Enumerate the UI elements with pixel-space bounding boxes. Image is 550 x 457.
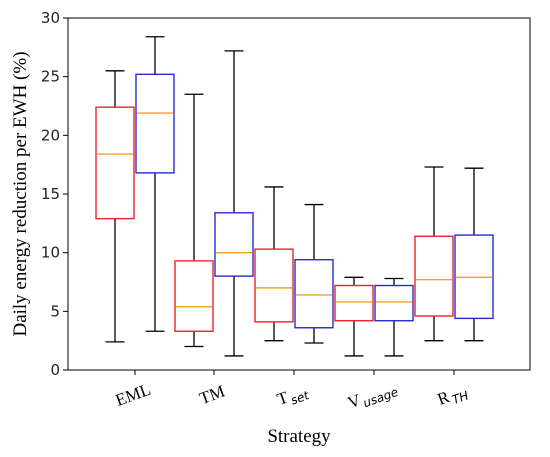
y-axis-title: Daily energy reduction per EWH (%) [10,51,31,336]
x-tick-label: TM [197,382,227,409]
y-tick-label: 15 [41,185,60,203]
box-iqr [334,284,374,322]
x-tick-label-subscript: set [289,388,312,408]
y-tick-label: 0 [50,361,60,379]
x-tick-label: EML [113,380,153,410]
box-iqr [135,73,175,174]
x-tick-label: Vusage [345,377,400,415]
x-tick-label-subscript: TH [450,388,470,407]
y-tick-label: 30 [41,9,60,27]
x-tick-label-main: V [345,390,364,412]
x-tick-label-main: T [274,387,291,409]
box-iqr [254,248,294,323]
box-iqr [174,260,214,332]
y-tick-label: 10 [41,244,60,262]
x-tick-label-subscript: usage [361,385,400,411]
x-axis: EML TM Tset Vusage RTH [113,370,470,415]
x-axis-title: Strategy [267,426,331,447]
y-tick-label: 20 [41,126,60,144]
box-iqr [214,212,254,277]
x-tick-label-main: TM [197,382,227,409]
plot-area [67,17,531,371]
box-iqr [294,259,334,329]
x-tick-label-main: EML [113,380,153,410]
x-tick-label: RTH [435,381,470,412]
x-tick-label: Tset [274,380,312,412]
box-iqr [454,234,494,320]
box-iqr [374,284,414,322]
x-tick-label-main: R [435,387,453,409]
box-iqr [414,235,454,317]
boxes-layer [95,36,494,357]
y-tick-label: 5 [50,302,60,320]
y-axis: 0 5 10 15 20 25 30 [41,9,68,379]
y-tick-label: 25 [41,68,60,86]
box-iqr [95,106,135,220]
